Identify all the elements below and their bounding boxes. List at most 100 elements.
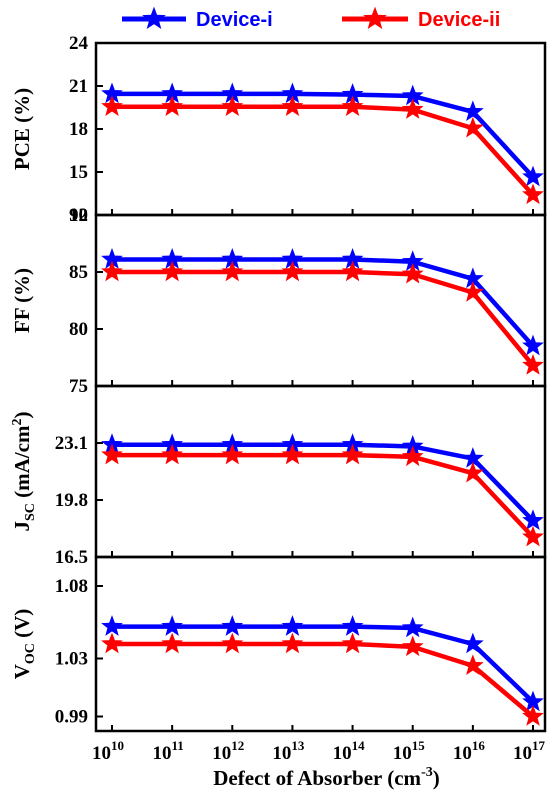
data-point-star xyxy=(101,615,123,636)
data-point-star xyxy=(461,281,484,302)
legend-star-marker xyxy=(142,6,166,30)
data-point-star xyxy=(401,445,424,467)
y-tick-label: 12 xyxy=(69,205,88,226)
data-point-star xyxy=(401,262,424,284)
data-point-star xyxy=(161,95,184,117)
x-tick-label: 1015 xyxy=(393,738,426,764)
y-tick-label: 15 xyxy=(69,162,88,183)
x-tick-base: 10 xyxy=(333,743,352,764)
y-tick-label: 23.1 xyxy=(55,433,88,454)
data-point-star xyxy=(401,616,424,638)
x-tick-base: 10 xyxy=(152,743,171,764)
data-point-star xyxy=(522,334,544,356)
x-axis-label: Defect of Absorber (cm-3) xyxy=(213,765,439,790)
data-point-star xyxy=(401,635,424,657)
y-axis-label-2: FF (%) xyxy=(10,268,34,333)
data-point-star xyxy=(281,443,304,465)
data-point-star xyxy=(461,100,484,122)
data-point-star xyxy=(341,615,364,636)
panel-frame-4 xyxy=(94,555,547,733)
y-axis-label-4: VOC (V) xyxy=(10,609,38,680)
x-tick-label: 1017 xyxy=(513,738,546,764)
series-line-Device-ii xyxy=(112,641,535,719)
data-point-star xyxy=(221,443,244,465)
y-axis-label-3: JSC (mA/cm2) xyxy=(10,412,38,532)
y-tick-label: 1.08 xyxy=(55,576,88,597)
x-tick-exponent: 11 xyxy=(171,738,183,753)
x-tick-exponent: 16 xyxy=(472,738,486,753)
x-tick-label: 1013 xyxy=(272,738,305,764)
x-tick-exponent: 13 xyxy=(291,738,305,753)
x-tick-base: 10 xyxy=(212,743,231,764)
x-tick-label: 1014 xyxy=(333,738,366,764)
data-point-star xyxy=(161,443,184,465)
y-tick-label: 24 xyxy=(69,33,89,54)
data-point-star xyxy=(522,354,544,375)
series-line-Device-i xyxy=(112,257,535,348)
data-point-star xyxy=(221,260,244,282)
data-point-star xyxy=(221,95,244,117)
data-point-star xyxy=(522,705,544,726)
series-line-Device-i xyxy=(112,91,535,179)
series-line-Device-i xyxy=(112,624,535,704)
data-point-star xyxy=(522,509,544,530)
data-point-star xyxy=(161,632,184,654)
x-tick-exponent: 12 xyxy=(231,738,244,753)
data-point-star xyxy=(101,443,123,465)
x-tick-base: 10 xyxy=(393,743,412,764)
x-tick-base: 10 xyxy=(513,743,532,764)
y-tick-label: 0.99 xyxy=(55,707,88,728)
y-axis-label-sub: OC xyxy=(23,643,38,664)
data-point-star xyxy=(281,95,304,117)
data-point-star xyxy=(161,615,184,636)
data-point-star xyxy=(522,165,544,187)
x-tick-exponent: 14 xyxy=(352,738,366,753)
y-axis-label-sub: SC xyxy=(23,503,38,521)
data-point-star xyxy=(461,116,484,138)
data-point-star xyxy=(522,183,544,205)
y-tick-label: 19.8 xyxy=(55,490,88,511)
x-axis-label-sup: -3 xyxy=(421,765,433,780)
data-point-star xyxy=(341,632,364,654)
y-tick-label: 16.5 xyxy=(55,547,88,568)
x-tick-label: 1012 xyxy=(212,738,244,764)
series-line-Device-ii xyxy=(112,269,535,367)
legend-star-marker xyxy=(363,6,387,30)
data-point-star xyxy=(221,615,244,636)
data-point-star xyxy=(101,260,123,282)
x-tick-label: 1010 xyxy=(92,738,124,764)
x-tick-base: 10 xyxy=(453,743,472,764)
y-tick-label: 18 xyxy=(69,119,88,140)
y-tick-label: 1.03 xyxy=(55,649,88,670)
y-tick-label: 75 xyxy=(69,376,88,397)
legend-label-1: Device-i xyxy=(196,9,273,31)
x-axis-label-main: Defect of Absorber (cm xyxy=(213,766,421,790)
x-tick-label: 1016 xyxy=(453,738,486,764)
y-axis-label-main: FF (%) xyxy=(10,268,34,333)
y-tick-label: 85 xyxy=(69,262,88,283)
y-axis-label-end: ) xyxy=(10,412,34,419)
data-point-star xyxy=(341,95,364,117)
y-axis-label-mid: (V) xyxy=(10,609,34,643)
legend-label-2: Device-ii xyxy=(418,9,500,31)
x-tick-exponent: 15 xyxy=(412,738,426,753)
data-point-star xyxy=(461,654,484,675)
data-point-star xyxy=(281,615,304,636)
y-tick-label: 90 xyxy=(69,205,88,226)
data-point-star xyxy=(341,260,364,282)
y-axis-label-sup: 2 xyxy=(10,419,25,426)
data-point-star xyxy=(461,461,484,483)
y-axis-label-1: PCE (%) xyxy=(10,88,34,170)
data-point-star xyxy=(161,260,184,282)
x-tick-exponent: 10 xyxy=(111,738,124,753)
y-tick-label: 21 xyxy=(69,76,88,97)
y-axis-label-mid: (mA/cm xyxy=(10,425,34,503)
series-line-Device-ii xyxy=(112,452,535,539)
data-point-star xyxy=(461,632,484,654)
series-line-Device-i xyxy=(112,442,535,523)
data-point-star xyxy=(522,525,544,547)
x-tick-base: 10 xyxy=(272,743,291,764)
y-axis-label-main: PCE (%) xyxy=(10,88,34,170)
data-point-star xyxy=(101,95,123,117)
